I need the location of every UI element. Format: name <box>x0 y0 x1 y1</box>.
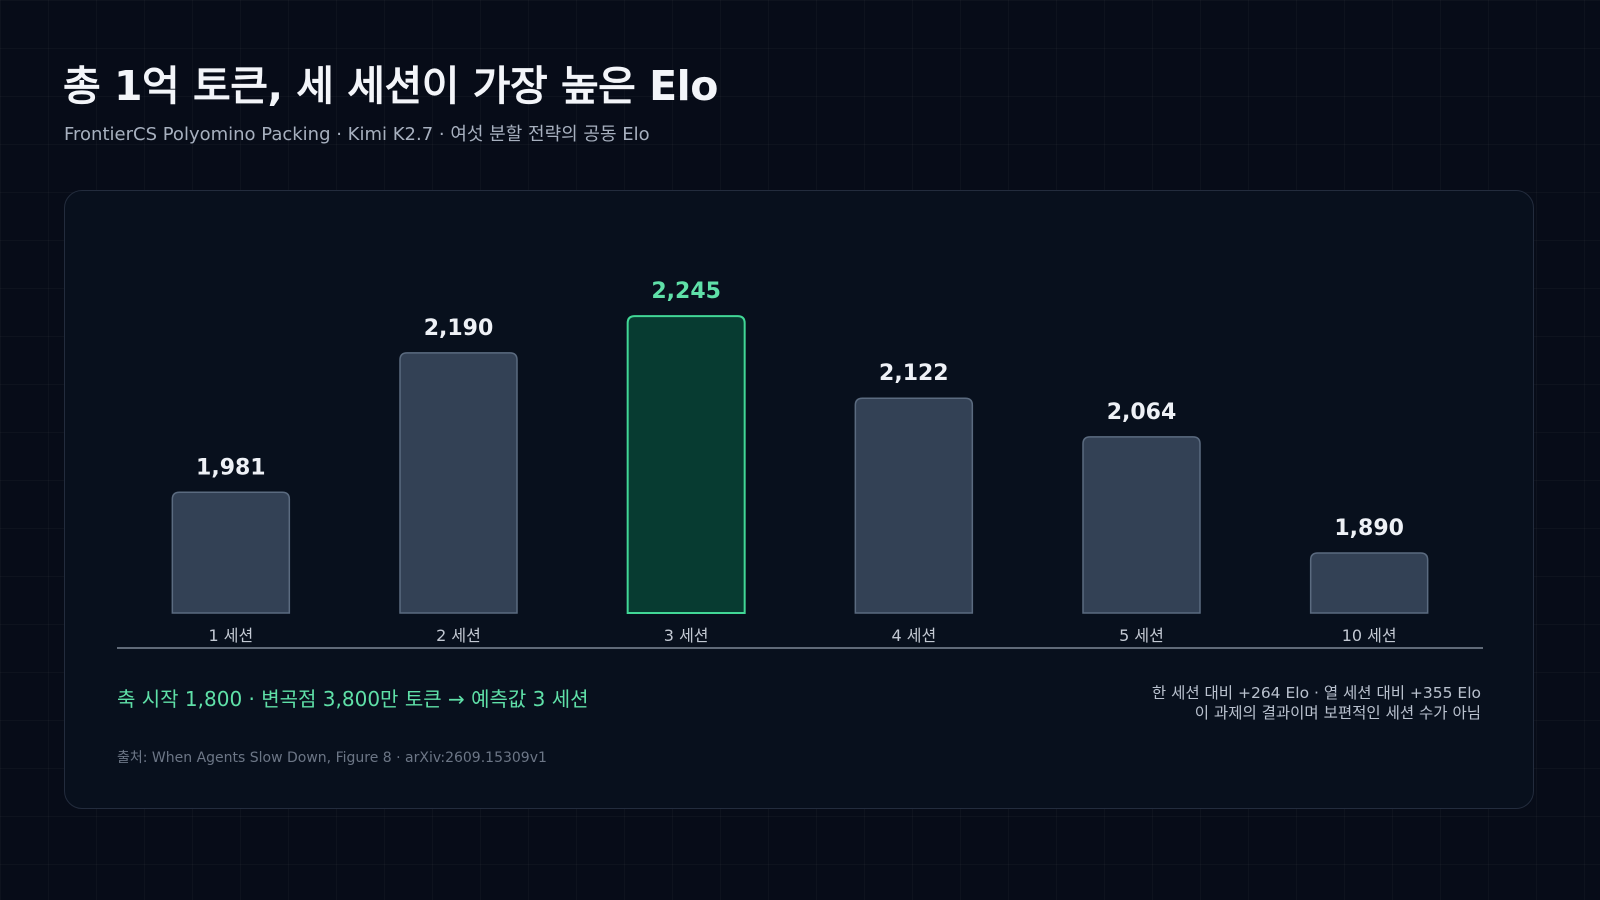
page-subtitle: FrontierCS Polyomino Packing · Kimi K2.7… <box>64 124 650 145</box>
bar-value-label: 1,981 <box>196 455 266 480</box>
axis-note: 축 시작 1,800 · 변곡점 3,800만 토큰 → 예측값 3 세션 <box>117 687 589 711</box>
bar-chart: 1,981 1 세션 2,190 2 세션 2,245 3 세션 2,122 4 세션 2,06… <box>117 279 1483 649</box>
bar-value-label: 2,122 <box>879 361 949 386</box>
bar-value-label: 2,190 <box>424 316 494 341</box>
bar-5 <box>1082 436 1201 614</box>
bar-6 <box>1309 552 1429 614</box>
x-tick-label: 5 세션 <box>1119 626 1164 645</box>
bar-1 <box>171 491 291 614</box>
bar-value-label: 2,245 <box>651 279 721 304</box>
bar-2 <box>399 352 518 614</box>
x-tick-label: 10 세션 <box>1342 626 1397 645</box>
bar-value-label: 1,890 <box>1334 516 1404 541</box>
x-tick-label: 4 세션 <box>891 626 936 645</box>
comparison-note: 한 세션 대비 +264 Elo · 열 세션 대비 +355 Elo 이 과제… <box>1152 683 1481 723</box>
page-title: 총 1억 토큰, 세 세션이 가장 높은 Elo <box>63 62 718 110</box>
source-citation: 출처: When Agents Slow Down, Figure 8 · ar… <box>117 750 547 766</box>
x-tick-label: 1 세션 <box>208 626 253 645</box>
chart-panel: 1,981 1 세션 2,190 2 세션 2,245 3 세션 2,122 4 세션 2,06… <box>64 190 1534 809</box>
bar-3 <box>626 315 746 614</box>
x-tick-label: 2 세션 <box>436 626 481 645</box>
bar-value-label: 2,064 <box>1107 400 1177 425</box>
bar-4 <box>854 397 974 614</box>
comparison-note-line-2: 이 과제의 결과이며 보편적인 세션 수가 아님 <box>1194 704 1481 722</box>
x-tick-label: 3 세션 <box>664 626 709 645</box>
comparison-note-line-1: 한 세션 대비 +264 Elo · 열 세션 대비 +355 Elo <box>1151 684 1481 702</box>
